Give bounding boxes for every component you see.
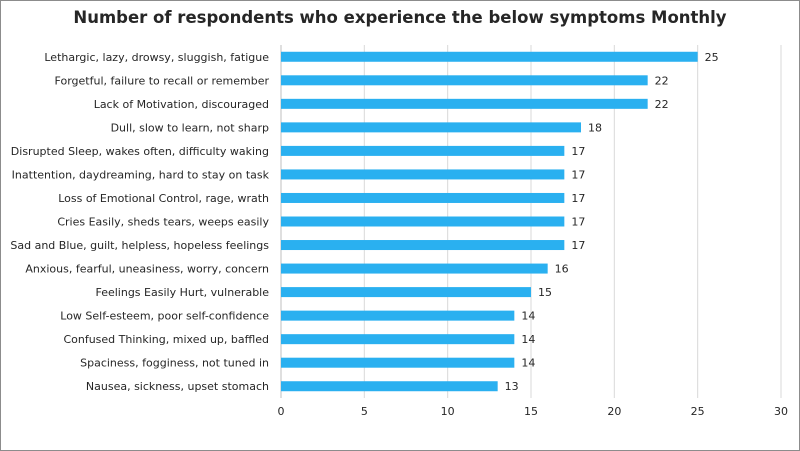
x-tick-label: 5 bbox=[361, 405, 368, 418]
bar bbox=[281, 240, 565, 251]
category-label: Feelings Easily Hurt, vulnerable bbox=[95, 286, 269, 299]
data-label: 18 bbox=[588, 121, 602, 134]
bar bbox=[281, 381, 498, 392]
x-tick-label: 30 bbox=[774, 405, 788, 418]
bar bbox=[281, 122, 581, 133]
bar bbox=[281, 98, 648, 109]
category-label: Sad and Blue, guilt, helpless, hopeless … bbox=[10, 239, 269, 252]
category-label: Nausea, sickness, upset stomach bbox=[86, 380, 269, 393]
bar bbox=[281, 75, 648, 86]
data-label: 17 bbox=[571, 145, 585, 158]
bar bbox=[281, 216, 565, 227]
x-tick-label: 20 bbox=[607, 405, 621, 418]
category-label: Dull, slow to learn, not sharp bbox=[111, 121, 269, 134]
data-label: 17 bbox=[571, 216, 585, 229]
category-label: Inattention, daydreaming, hard to stay o… bbox=[12, 168, 270, 181]
bar bbox=[281, 310, 515, 321]
category-label: Cries Easily, sheds tears, weeps easily bbox=[57, 216, 269, 229]
data-label: 14 bbox=[521, 310, 535, 323]
category-label: Disrupted Sleep, wakes often, difficulty… bbox=[11, 145, 269, 158]
category-label: Spaciness, fogginess, not tuned in bbox=[80, 357, 269, 370]
category-label: Lethargic, lazy, drowsy, sluggish, fatig… bbox=[44, 51, 269, 64]
category-label: Anxious, fearful, uneasiness, worry, con… bbox=[25, 263, 269, 276]
data-label: 17 bbox=[571, 168, 585, 181]
category-label: Confused Thinking, mixed up, baffled bbox=[63, 333, 269, 346]
x-tick-label: 0 bbox=[278, 405, 285, 418]
data-label: 14 bbox=[521, 333, 535, 346]
bar bbox=[281, 145, 565, 156]
data-label: 25 bbox=[705, 51, 719, 64]
category-label: Loss of Emotional Control, rage, wrath bbox=[58, 192, 269, 205]
category-label: Lack of Motivation, discouraged bbox=[94, 98, 269, 111]
bar bbox=[281, 334, 515, 345]
data-label: 22 bbox=[655, 74, 669, 87]
data-label: 13 bbox=[505, 380, 519, 393]
data-label: 16 bbox=[555, 263, 569, 276]
x-tick-label: 10 bbox=[441, 405, 455, 418]
bar bbox=[281, 357, 515, 368]
bar bbox=[281, 169, 565, 180]
data-label: 22 bbox=[655, 98, 669, 111]
x-tick-label: 15 bbox=[524, 405, 538, 418]
bar bbox=[281, 287, 531, 298]
bar bbox=[281, 192, 565, 203]
data-label: 17 bbox=[571, 192, 585, 205]
bar bbox=[281, 263, 548, 274]
data-label: 14 bbox=[521, 357, 535, 370]
data-label: 17 bbox=[571, 239, 585, 252]
category-label: Low Self-esteem, poor self-confidence bbox=[60, 310, 269, 323]
category-label: Forgetful, failure to recall or remember bbox=[55, 74, 270, 87]
x-tick-label: 25 bbox=[691, 405, 705, 418]
chart-title: Number of respondents who experience the… bbox=[73, 8, 727, 27]
data-label: 15 bbox=[538, 286, 552, 299]
bar bbox=[281, 51, 698, 62]
